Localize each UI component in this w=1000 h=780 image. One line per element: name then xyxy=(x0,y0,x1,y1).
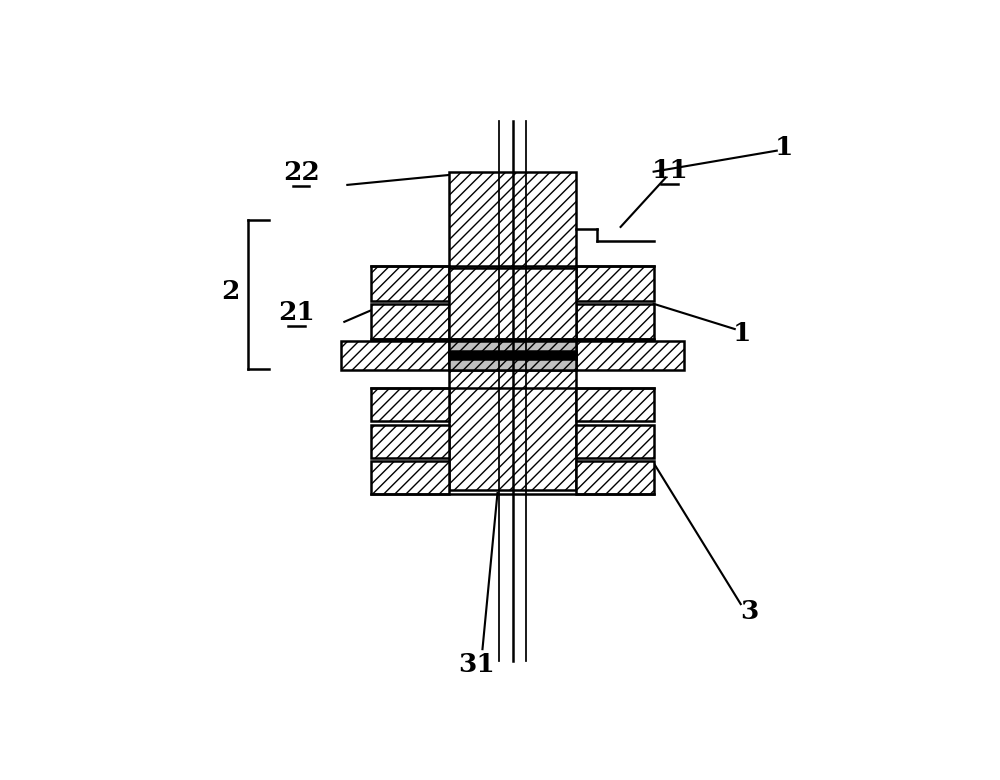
Bar xyxy=(576,266,654,301)
Text: 11: 11 xyxy=(651,158,688,183)
Bar xyxy=(449,351,576,359)
Bar xyxy=(576,303,654,339)
Text: 1: 1 xyxy=(733,321,751,346)
Text: 31: 31 xyxy=(458,651,495,677)
Bar xyxy=(371,425,449,458)
Bar xyxy=(576,425,654,458)
Bar xyxy=(449,268,576,339)
Bar xyxy=(576,388,654,421)
Text: 22: 22 xyxy=(283,161,319,186)
Bar xyxy=(341,341,449,370)
Text: 3: 3 xyxy=(741,599,759,624)
Bar xyxy=(576,341,684,370)
Text: 2: 2 xyxy=(221,279,239,304)
Bar xyxy=(449,341,576,370)
Bar xyxy=(371,461,449,495)
Bar xyxy=(576,461,654,495)
Bar xyxy=(371,388,449,421)
Bar xyxy=(449,172,576,277)
Bar xyxy=(371,303,449,339)
Text: 21: 21 xyxy=(278,300,315,325)
Text: 1: 1 xyxy=(775,135,793,160)
Bar xyxy=(449,370,576,490)
Bar xyxy=(371,266,449,301)
